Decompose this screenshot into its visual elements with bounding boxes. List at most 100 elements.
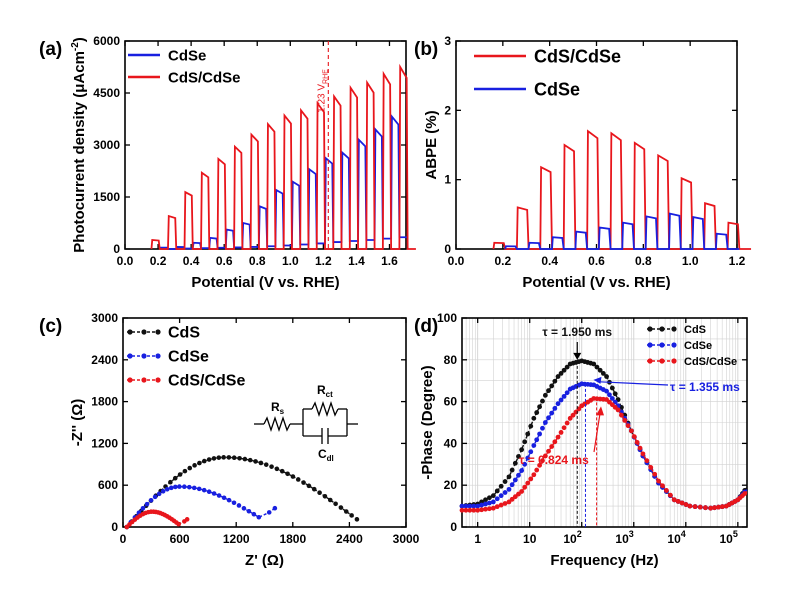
series-red-point [509,496,515,502]
x-tick-label: 104 [667,529,685,546]
series-red-point [742,491,748,496]
series-black-point [343,509,349,514]
legend-label: CdS/CdSe [684,356,737,368]
series-blue-point [552,405,558,411]
series-black-point [327,497,333,503]
series-red-point [463,507,469,513]
series-blue-point [246,508,252,514]
legend-marker [659,326,665,332]
circuit-label-rs: Rs [271,400,285,416]
series-red-point [540,458,545,464]
series-black-point [168,479,173,485]
series-blue-point [206,489,212,495]
series-red-point [675,498,681,504]
series-red-point [564,420,570,426]
x-tick-label: 0.6 [588,254,605,268]
series-black-point [349,513,354,518]
series-black-point [182,468,188,474]
series-red-point [506,499,512,505]
series-black-point [311,486,317,492]
series-blue-point [531,443,537,448]
x-tick-label: 1.2 [729,254,746,268]
legend-marker [127,377,133,383]
series-blue-point [490,499,496,505]
series-blue-point [494,496,500,502]
series-black-point [609,385,615,391]
series-blue-point [164,486,170,492]
series-black-point [221,455,226,460]
series-red-point [567,415,573,421]
y-tick-label: 2400 [91,353,118,367]
x-tick-label: 1.0 [682,254,699,268]
series-red-point [176,521,181,527]
series-red-point [631,434,637,440]
series-black-point [487,495,492,501]
series-red-point [555,434,561,440]
series-black-point [206,457,212,462]
series-black-point [564,364,570,370]
series-red-point [542,453,548,459]
series-black-point [612,391,618,397]
series-blue-point [463,503,469,509]
x-tick-label: 1.6 [381,254,398,268]
series-red-point [648,465,654,470]
series-blue-line [126,485,276,528]
legend-label: CdS/CdSe [168,373,245,390]
resistor-rs [263,415,291,433]
series-blue-point [221,495,227,501]
annotation-sub: RHE [322,69,329,84]
y-axis-label: -Phase (Degree) [419,365,436,479]
series-black-point [301,480,306,485]
panel-label: (d) [414,316,438,337]
y-tick-label: 3 [444,34,451,48]
x-axis-label: Potential (V vs. RHE) [191,274,339,291]
series-black-point [483,497,488,503]
series-black-point [269,464,274,469]
tau-arrowhead-cds [573,352,582,360]
series-red-point [712,505,717,511]
legend-marker [141,377,147,383]
series-black-point [537,404,542,410]
y-axis-label: ABPE (%) [423,110,440,179]
series-red-point [622,418,628,423]
series-blue-point [140,505,146,511]
series-black-point [542,392,548,398]
series-blue-point [558,397,564,403]
legend-marker [647,358,653,364]
series-black-point [494,488,500,494]
series-red-point [692,504,698,510]
x-tick-exponent: 2 [577,529,582,539]
legend-marker [671,326,677,332]
y-tick-label: 1200 [91,436,118,450]
series-blue-point [561,393,567,399]
series-red-point [528,476,534,482]
x-tick-exponent: 3 [629,529,634,539]
series-black-point [197,460,202,466]
series-black-point [317,490,322,495]
series-blue-point [564,390,570,396]
series-blue-point [182,484,187,490]
legend-label: CdSe [168,47,206,64]
series-blue-point [256,514,262,520]
series-black-point [519,447,525,453]
y-tick-label: 2 [444,103,451,117]
circuit-label-sub: dl [327,454,334,463]
y-tick-label: 6000 [93,34,120,48]
series-blue-point [152,494,158,500]
x-tick-label: 3000 [393,532,420,546]
y-tick-label: 1500 [93,190,120,204]
series-blue-point [459,503,465,509]
x-tick-label: 102 [563,529,581,546]
panel-b: 0.0 0.2 0.4 0.6 0.8 1.0 1.2 0 1 2 3 Potential (V vs… [414,34,752,291]
tau-arrow-cdscdse [593,413,601,453]
series-red-point [494,504,500,510]
panel-label: (a) [39,39,62,60]
series-black-point [333,501,338,507]
series-blue-point [540,425,545,431]
series-black-point [172,475,178,481]
series-black-point [201,458,207,464]
y-tick-label: 3000 [93,138,120,152]
series-black-point [534,410,540,415]
series-black-point [295,477,301,482]
